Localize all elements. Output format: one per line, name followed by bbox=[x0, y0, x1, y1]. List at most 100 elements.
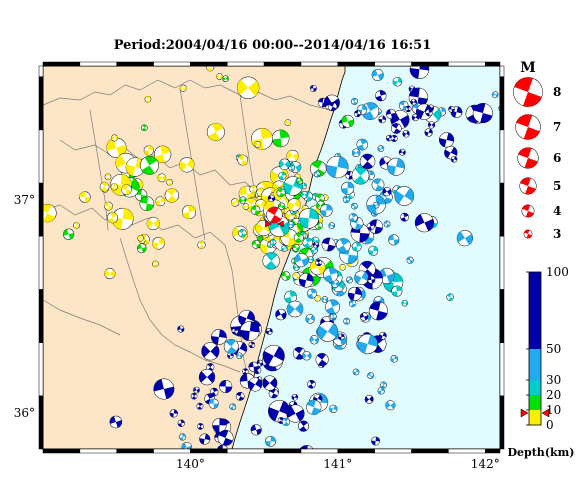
focal-mechanism bbox=[380, 381, 387, 389]
focal-mechanism bbox=[190, 392, 198, 400]
focal-mechanism bbox=[472, 103, 493, 124]
focal-mechanism bbox=[371, 178, 385, 192]
focal-mechanism bbox=[367, 275, 376, 284]
focal-mechanism bbox=[373, 201, 380, 209]
focal-mechanism bbox=[354, 110, 361, 118]
focal-mechanism bbox=[63, 228, 75, 240]
focal-mechanism bbox=[237, 154, 249, 166]
focal-mechanism bbox=[152, 260, 159, 268]
focal-mechanism bbox=[227, 352, 234, 359]
focal-mechanism bbox=[400, 212, 409, 222]
focal-mechanism bbox=[298, 420, 310, 432]
focal-mechanism bbox=[377, 145, 385, 152]
depth-band bbox=[529, 395, 541, 410]
focal-mechanism bbox=[271, 129, 290, 148]
target-arrow-right bbox=[276, 220, 284, 228]
focal-mechanism bbox=[248, 377, 263, 392]
focal-mechanism bbox=[104, 268, 116, 280]
depth-marker-left bbox=[520, 408, 529, 418]
focal-mechanism bbox=[329, 404, 338, 414]
focal-mechanism bbox=[385, 400, 396, 411]
focal-mechanism bbox=[206, 66, 215, 72]
axis-labels: 140° 141° 142° 36° 37° bbox=[14, 193, 500, 471]
focal-mechanism bbox=[348, 299, 357, 308]
frame-tick-bottom bbox=[116, 448, 154, 454]
focal-mechanism bbox=[275, 308, 287, 321]
focal-mechanism bbox=[292, 272, 301, 280]
focal-mechanism bbox=[242, 203, 250, 210]
focal-mechanism bbox=[293, 232, 304, 243]
frame-tick-top bbox=[374, 61, 412, 67]
focal-mechanism bbox=[424, 128, 433, 137]
focal-mechanism bbox=[298, 272, 314, 288]
focal-mechanism bbox=[375, 90, 387, 102]
frame-tick-left bbox=[38, 129, 44, 184]
lon-tick-label: 141° bbox=[323, 457, 352, 471]
focal-mechanism bbox=[146, 216, 160, 231]
focal-mechanism bbox=[425, 109, 433, 117]
focal-mechanism bbox=[140, 155, 159, 175]
focal-mechanism bbox=[491, 91, 499, 99]
focal-mechanism bbox=[351, 202, 358, 210]
frame-tick-bottom bbox=[485, 448, 501, 454]
focal-mechanism bbox=[153, 145, 172, 163]
magnitude-legend-beachball bbox=[519, 177, 537, 195]
frame-tick-left bbox=[38, 235, 44, 290]
depth-marker bbox=[520, 408, 550, 418]
focal-mechanism bbox=[368, 301, 388, 321]
focal-mechanism bbox=[265, 435, 276, 447]
focal-mechanism bbox=[250, 205, 261, 215]
focal-mechanism bbox=[300, 190, 309, 199]
focal-mechanism bbox=[404, 105, 412, 113]
focal-mechanism bbox=[110, 183, 118, 191]
focal-mechanism bbox=[281, 245, 288, 252]
focal-mechanism bbox=[439, 132, 455, 148]
magnitude-legend: M 8 7 6 5 4 3 bbox=[513, 60, 561, 241]
focal-mechanism bbox=[329, 313, 337, 320]
focal-mechanism bbox=[306, 288, 317, 299]
focal-mechanism bbox=[206, 363, 215, 372]
focal-mechanism bbox=[281, 417, 291, 426]
focal-mechanism bbox=[284, 119, 292, 126]
focal-mechanism bbox=[197, 423, 204, 430]
focal-mechanism bbox=[305, 314, 315, 324]
focal-mechanism bbox=[367, 372, 375, 379]
focal-mechanism bbox=[315, 193, 325, 204]
frame-tick-bottom bbox=[263, 448, 302, 454]
frame-tick-top bbox=[153, 61, 191, 67]
focal-mechanism bbox=[427, 121, 436, 129]
focal-mechanism bbox=[18, 242, 26, 250]
frame-tick-bottom bbox=[42, 448, 81, 454]
frame-tick-bottom bbox=[190, 448, 228, 454]
focal-mechanism bbox=[209, 387, 219, 397]
focal-mechanism bbox=[406, 256, 414, 264]
frame-tick-top bbox=[116, 61, 154, 67]
focal-mechanism bbox=[448, 106, 455, 113]
focal-mechanism bbox=[323, 267, 339, 283]
frame-tick-top bbox=[227, 61, 265, 67]
focal-mechanism bbox=[409, 66, 430, 79]
focal-mechanism bbox=[385, 108, 396, 119]
focal-mechanism bbox=[339, 263, 346, 271]
focal-mechanism bbox=[251, 239, 261, 249]
frame-tick-right bbox=[499, 65, 505, 77]
focal-mechanism bbox=[390, 123, 402, 134]
lat-tick-label: 36° bbox=[14, 406, 35, 420]
focal-mechanism bbox=[219, 380, 233, 394]
focal-mechanism bbox=[249, 185, 258, 194]
focal-mechanism bbox=[302, 237, 313, 248]
focal-mechanism bbox=[79, 191, 91, 203]
focal-mechanism bbox=[157, 173, 167, 183]
frame-tick-top bbox=[300, 61, 339, 67]
focal-mechanism bbox=[152, 236, 165, 250]
frame-tick-top bbox=[42, 61, 81, 67]
focal-mechanism bbox=[321, 296, 329, 303]
focal-mechanism bbox=[216, 444, 229, 449]
frame-tick-bottom bbox=[337, 448, 375, 454]
focal-mechanism bbox=[211, 329, 227, 345]
focal-mechanism bbox=[143, 145, 154, 156]
frame-tick-bottom bbox=[448, 448, 486, 454]
focal-mechanism bbox=[141, 124, 148, 131]
focal-mechanism bbox=[498, 104, 500, 112]
focal-mechanism bbox=[250, 424, 262, 436]
